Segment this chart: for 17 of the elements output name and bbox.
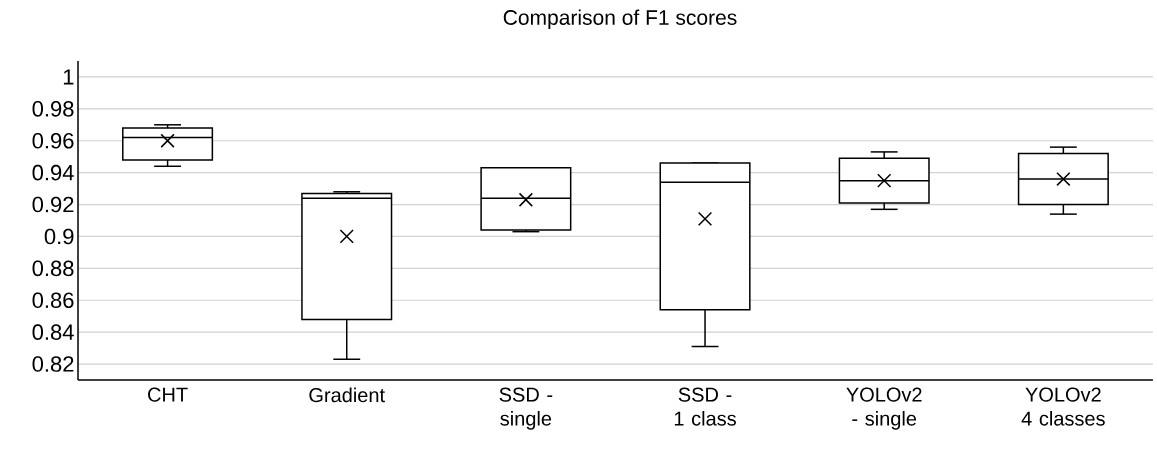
x-tick-label: YOLOv2 4 classes	[1021, 387, 1105, 426]
y-tick-label: 0.9	[44, 228, 74, 245]
y-tick-label: 0.88	[32, 260, 74, 277]
x-tick-label: SSD - 1 class	[674, 387, 736, 426]
y-tick-label: 0.98	[32, 101, 74, 117]
chart-title: Comparison of F1 scores	[503, 9, 737, 30]
y-tick-label: 0.86	[32, 292, 74, 309]
y-tick-label: 0.92	[32, 196, 74, 213]
y-tick-label: 0.96	[32, 132, 74, 149]
y-tick-label: 0.82	[32, 356, 74, 372]
x-tick-label: YOLOv2 - single	[846, 387, 922, 430]
x-tick-label: Gradient	[309, 387, 385, 403]
y-tick-label: 0.94	[32, 164, 74, 181]
x-tick-label: SSD - single	[499, 387, 553, 430]
y-tick-label: 0.84	[32, 324, 74, 340]
y-tick-label: 1	[63, 69, 74, 85]
x-tick-label: CHT	[148, 387, 188, 402]
